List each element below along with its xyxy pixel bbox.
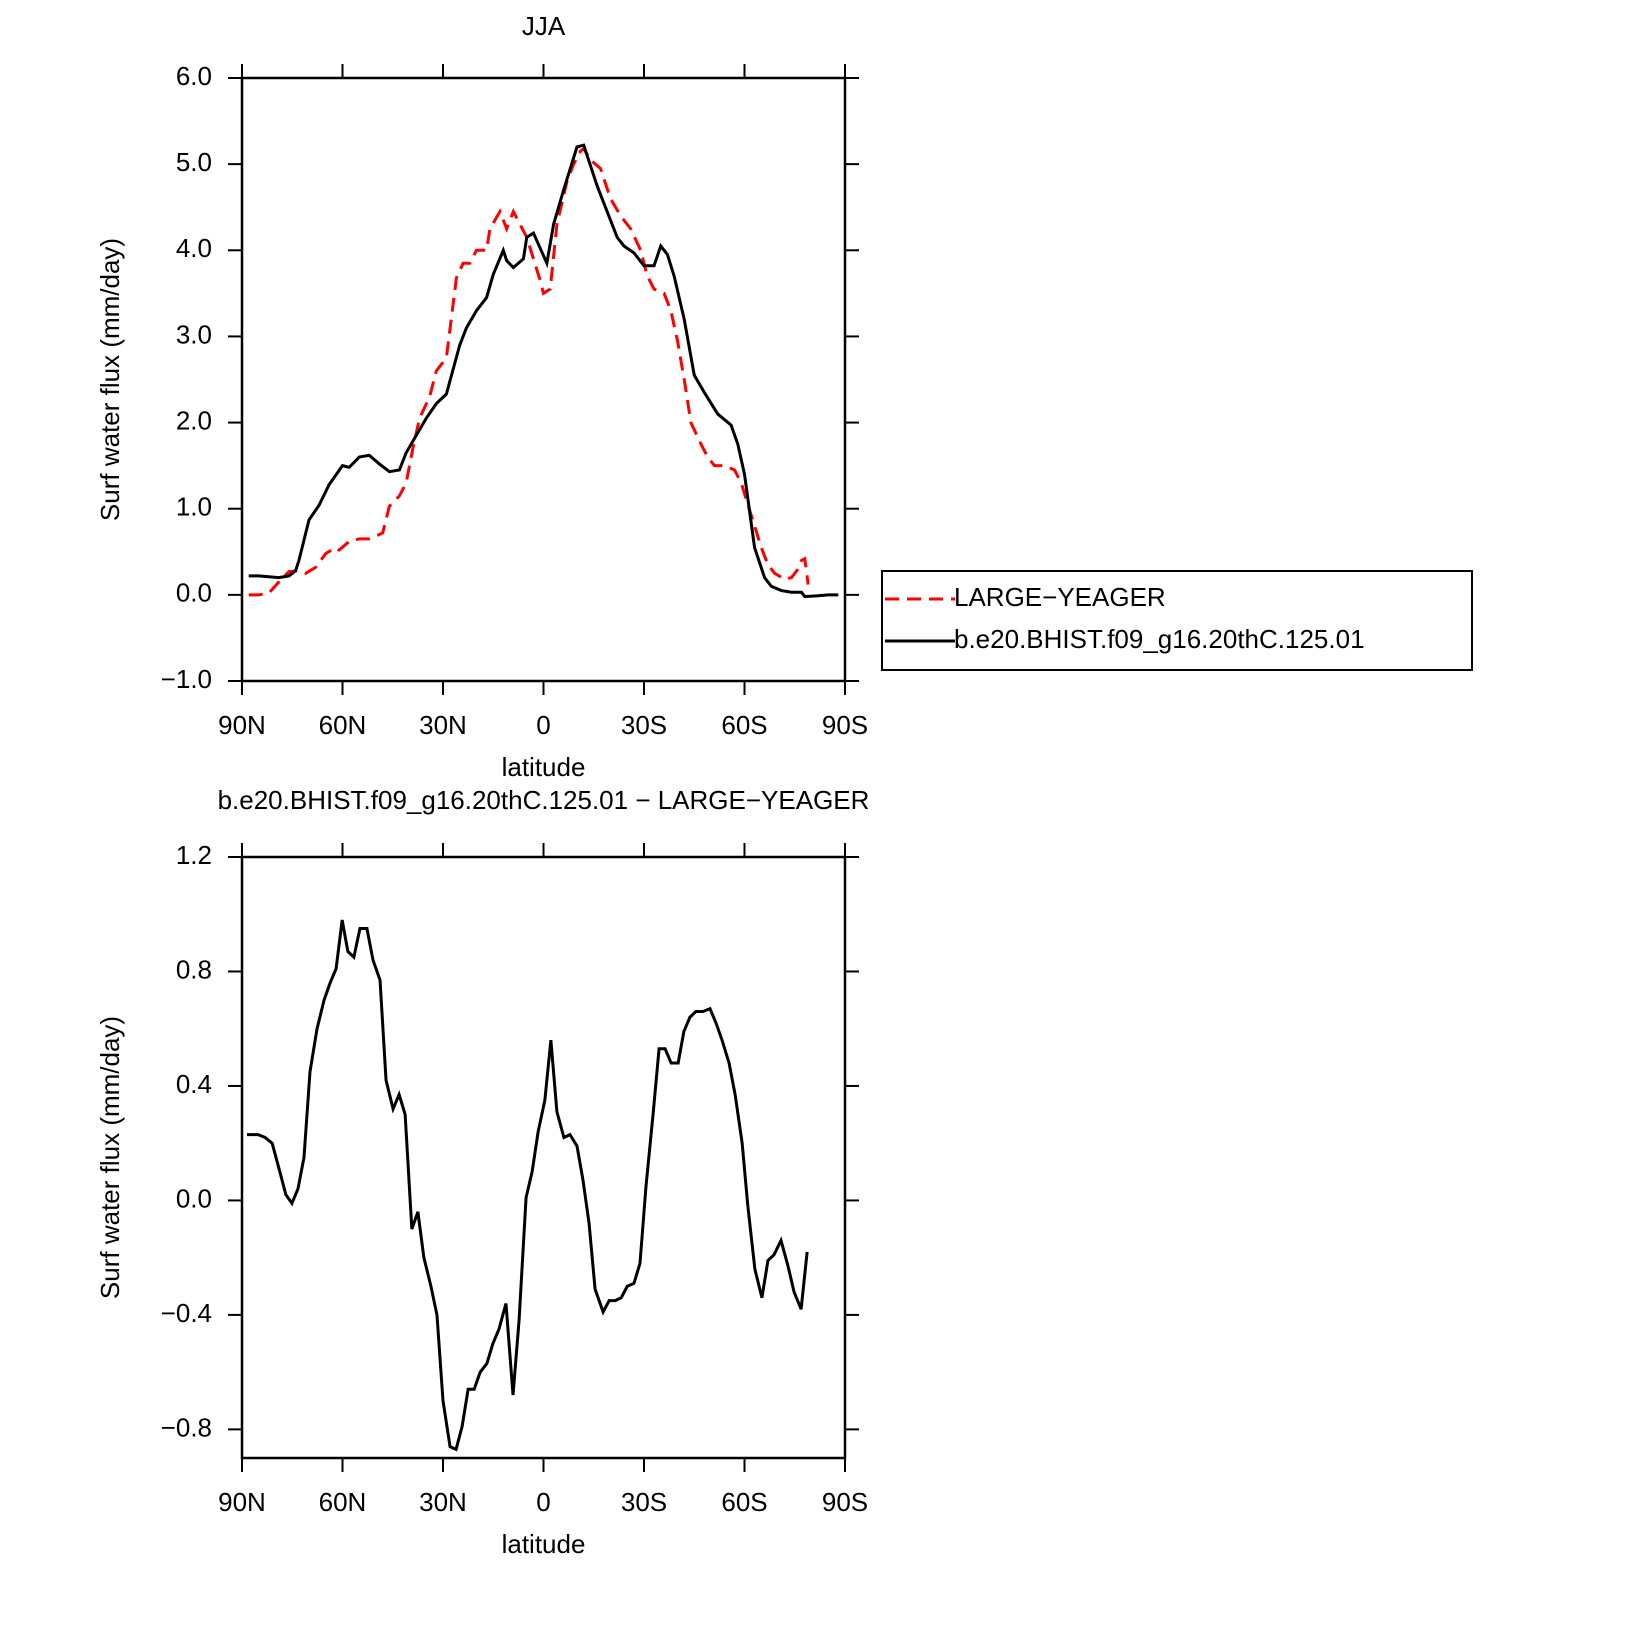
x-tick-label: 60N: [319, 1487, 367, 1517]
x-tick-label: 90S: [822, 1487, 868, 1517]
x-tick-label: 30S: [621, 710, 667, 740]
y-tick-label: 1.2: [176, 840, 212, 870]
y-tick-label: 0.0: [176, 578, 212, 608]
y-tick-label: 4.0: [176, 233, 212, 263]
y-tick-label: 1.0: [176, 492, 212, 522]
y-tick-label: −0.8: [161, 1412, 212, 1442]
x-tick-label: 30N: [419, 710, 467, 740]
y-tick-label: 6.0: [176, 61, 212, 91]
y-tick-label: 0.8: [176, 954, 212, 984]
x-axis-label: latitude: [502, 1529, 586, 1559]
x-tick-label: 90N: [218, 710, 266, 740]
x-tick-label: 30S: [621, 1487, 667, 1517]
x-tick-label: 0: [536, 710, 550, 740]
legend-box: [881, 570, 1473, 671]
plot-frame: [240, 855, 847, 1460]
y-tick-label: 3.0: [176, 319, 212, 349]
y-axis-label: Surf water flux (mm/day): [95, 1016, 125, 1299]
x-tick-label: 0: [536, 1487, 550, 1517]
x-axis-label: latitude: [502, 752, 586, 782]
x-tick-label: 90S: [822, 710, 868, 740]
data-line: [247, 919, 809, 1452]
y-tick-label: 0.0: [176, 1183, 212, 1213]
legend-label: LARGE−YEAGER: [954, 582, 1166, 612]
y-tick-label: 5.0: [176, 147, 212, 177]
x-tick-label: 60S: [721, 1487, 767, 1517]
x-tick-label: 30N: [419, 1487, 467, 1517]
y-axis-label: Surf water flux (mm/day): [95, 238, 125, 521]
y-tick-label: −0.4: [161, 1298, 212, 1328]
x-tick-label: 60N: [319, 710, 367, 740]
y-tick-label: −1.0: [161, 664, 212, 694]
plot-frame: [240, 76, 847, 683]
y-tick-label: 0.4: [176, 1069, 212, 1099]
y-tick-label: 2.0: [176, 405, 212, 435]
x-tick-label: 90N: [218, 1487, 266, 1517]
x-tick-label: 60S: [721, 710, 767, 740]
chart-title: JJA: [522, 11, 566, 41]
data-line: [248, 146, 810, 597]
chart-title: b.e20.BHIST.f09_g16.20thC.125.01 − LARGE…: [218, 785, 870, 815]
data-line: [248, 143, 839, 599]
legend-label: b.e20.BHIST.f09_g16.20thC.125.01: [954, 624, 1365, 654]
